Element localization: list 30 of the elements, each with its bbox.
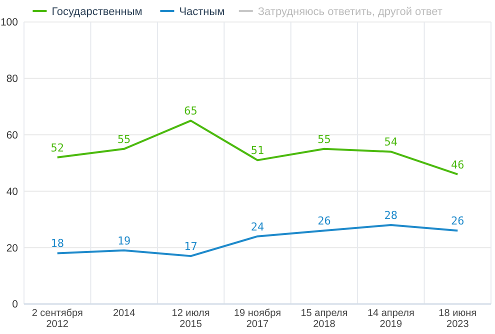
x-tick-label: 2 сентября 2012 <box>32 308 83 330</box>
data-label: 55 <box>318 132 331 146</box>
y-tick-label: 0 <box>12 298 18 311</box>
y-tick-label: 20 <box>6 242 18 254</box>
legend-label: Государственным <box>52 6 142 18</box>
y-tick-label: 60 <box>6 129 18 142</box>
data-label: 28 <box>384 209 398 222</box>
legend-label: Затрудняюсь ответить, другой ответ <box>258 6 442 18</box>
y-tick-label: 40 <box>6 186 18 198</box>
data-label: 65 <box>184 104 198 118</box>
x-tick-label: 12 июля 2015 <box>172 308 210 330</box>
x-tick-label: 2014 <box>112 308 136 319</box>
data-label: 26 <box>318 214 331 228</box>
data-label: 55 <box>117 132 131 146</box>
data-label: 52 <box>50 141 64 154</box>
x-tick-label: 14 апреля 2019 <box>367 308 414 330</box>
data-label: 17 <box>184 240 198 254</box>
x-tick-label: 15 апреля 2018 <box>300 308 348 330</box>
data-label: 54 <box>384 136 398 149</box>
legend-label: Частным <box>179 6 225 18</box>
data-label: 46 <box>451 158 464 172</box>
data-label: 26 <box>451 214 464 228</box>
data-label: 24 <box>250 220 264 234</box>
data-label: 18 <box>50 237 64 250</box>
x-tick-label: 18 июня 2023 <box>438 308 477 330</box>
data-label: 19 <box>117 234 131 248</box>
y-tick-label: 100 <box>0 16 18 29</box>
y-tick-label: 80 <box>6 73 18 86</box>
data-label: 51 <box>250 144 264 158</box>
x-tick-label: 19 ноября 2017 <box>234 308 281 330</box>
